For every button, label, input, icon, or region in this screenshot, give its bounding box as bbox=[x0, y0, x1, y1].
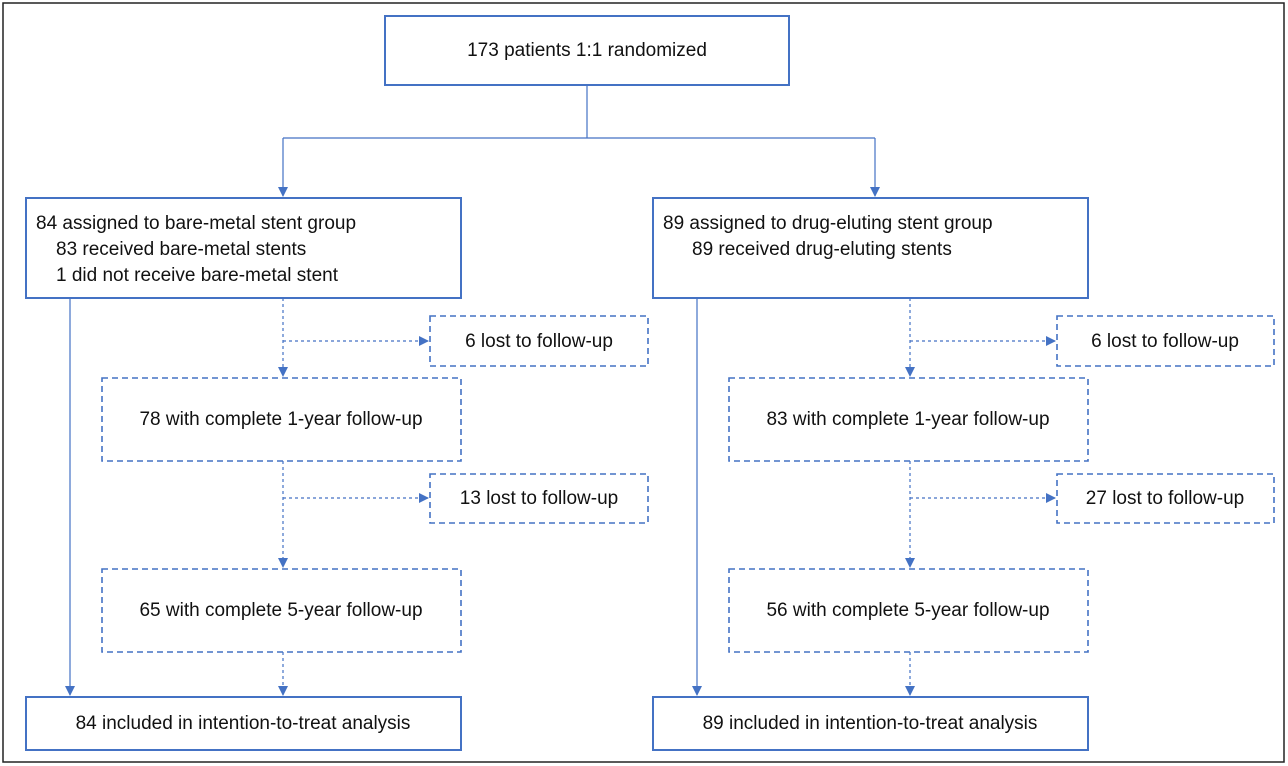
node-label: 89 assigned to drug-eluting stent group bbox=[663, 213, 993, 234]
node-label: 65 with complete 5-year follow-up bbox=[139, 600, 422, 621]
node-label: 1 did not receive bare-metal stent bbox=[56, 265, 339, 286]
node-box bbox=[101, 568, 462, 653]
node-box bbox=[652, 696, 1089, 751]
connectors bbox=[65, 85, 1056, 696]
node-label: 84 included in intention-to-treat analys… bbox=[76, 713, 411, 734]
node-box bbox=[429, 473, 649, 524]
node-label: 83 received bare-metal stents bbox=[56, 239, 306, 260]
node-box bbox=[101, 377, 462, 462]
node-label: 89 included in intention-to-treat analys… bbox=[703, 713, 1038, 734]
node-label: 13 lost to follow-up bbox=[460, 488, 618, 509]
node-box bbox=[728, 377, 1089, 462]
node-box bbox=[384, 15, 790, 86]
split-line bbox=[283, 85, 875, 139]
node-label: 173 patients 1:1 randomized bbox=[467, 40, 707, 61]
node-box bbox=[1056, 473, 1275, 524]
node-box bbox=[728, 568, 1089, 653]
node-label: 84 assigned to bare-metal stent group bbox=[36, 213, 356, 234]
node-box bbox=[652, 197, 1089, 299]
node-label: 27 lost to follow-up bbox=[1086, 488, 1244, 509]
node-label: 6 lost to follow-up bbox=[1091, 331, 1239, 352]
node-box bbox=[25, 197, 462, 299]
node-label: 83 with complete 1-year follow-up bbox=[766, 409, 1049, 430]
node-box bbox=[429, 315, 649, 367]
node-box bbox=[25, 696, 462, 751]
node-box bbox=[1056, 315, 1275, 367]
node-label: 6 lost to follow-up bbox=[465, 331, 613, 352]
node-label: 56 with complete 5-year follow-up bbox=[766, 600, 1049, 621]
node-label: 78 with complete 1-year follow-up bbox=[139, 409, 422, 430]
node-label: 89 received drug-eluting stents bbox=[692, 239, 952, 260]
